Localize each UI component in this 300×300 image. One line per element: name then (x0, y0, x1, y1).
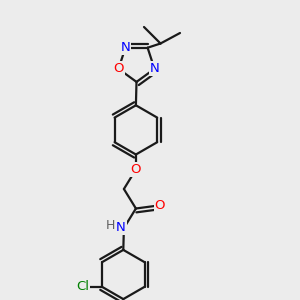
Text: O: O (131, 163, 141, 176)
Text: O: O (113, 62, 124, 75)
Text: N: N (121, 41, 130, 54)
Text: O: O (155, 199, 165, 212)
Text: H: H (106, 219, 115, 232)
Text: Cl: Cl (76, 280, 89, 293)
Text: N: N (150, 62, 159, 75)
Text: N: N (116, 220, 126, 234)
